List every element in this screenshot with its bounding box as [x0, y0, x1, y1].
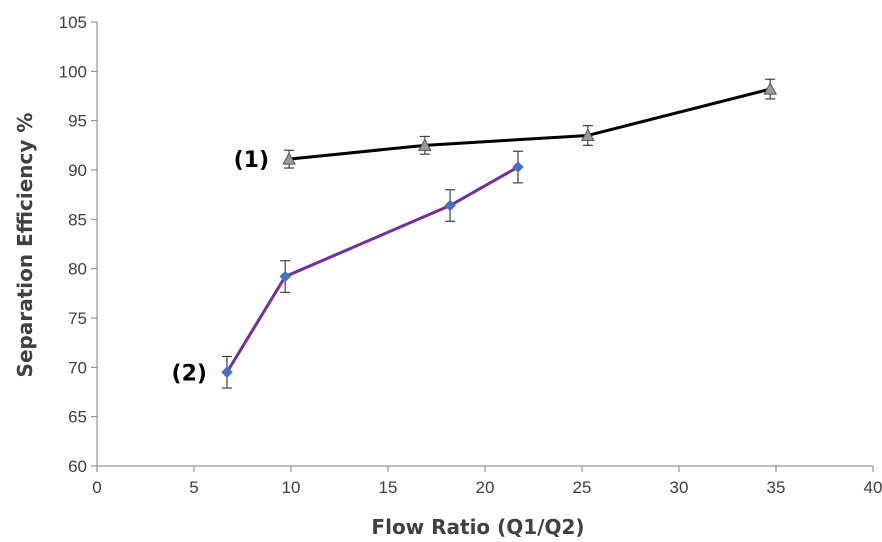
y-tick-label: 80: [68, 260, 87, 279]
data-point-diamond: [221, 366, 233, 378]
series-label: (1): [234, 148, 269, 173]
y-axis-title: Separation Efficiency %: [13, 113, 37, 378]
y-tick-label: 70: [68, 358, 87, 377]
series-line: [288, 87, 771, 161]
data-point-triangle: [580, 128, 595, 141]
data-point-triangle: [282, 152, 296, 165]
data-point-diamond: [279, 270, 291, 283]
y-tick-label: 90: [68, 161, 87, 180]
y-tick-label: 75: [68, 309, 87, 328]
data-point-diamond: [444, 199, 456, 212]
x-tick-label: 25: [573, 478, 592, 497]
y-tick-label: 100: [59, 62, 87, 81]
x-tick-label: 15: [379, 478, 398, 497]
series-label: (2): [172, 361, 207, 386]
data-point-triangle: [763, 82, 778, 95]
x-tick-label: 40: [864, 478, 882, 497]
y-tick-label: 85: [68, 210, 87, 229]
data-point-diamond: [512, 161, 524, 173]
x-axis-title: Flow Ratio (Q1/Q2): [371, 515, 584, 539]
x-tick-label: 35: [767, 478, 786, 497]
data-point-triangle: [418, 138, 432, 151]
x-tick-label: 10: [282, 478, 301, 497]
x-tick-label: 20: [476, 478, 495, 497]
y-tick-label: 95: [68, 112, 87, 131]
x-tick-label: 0: [92, 478, 101, 497]
y-tick-label: 65: [68, 408, 87, 427]
y-tick-label: 105: [59, 13, 87, 32]
y-tick-label: 60: [68, 457, 87, 476]
x-tick-label: 30: [670, 478, 689, 497]
plot-area: 60 65 70 75 80 85 90 95 100 105 0 5 10 15 20 25 30 35 40 (1…: [59, 13, 882, 497]
x-tick-label: 5: [189, 478, 198, 497]
series-line: [225, 165, 519, 374]
